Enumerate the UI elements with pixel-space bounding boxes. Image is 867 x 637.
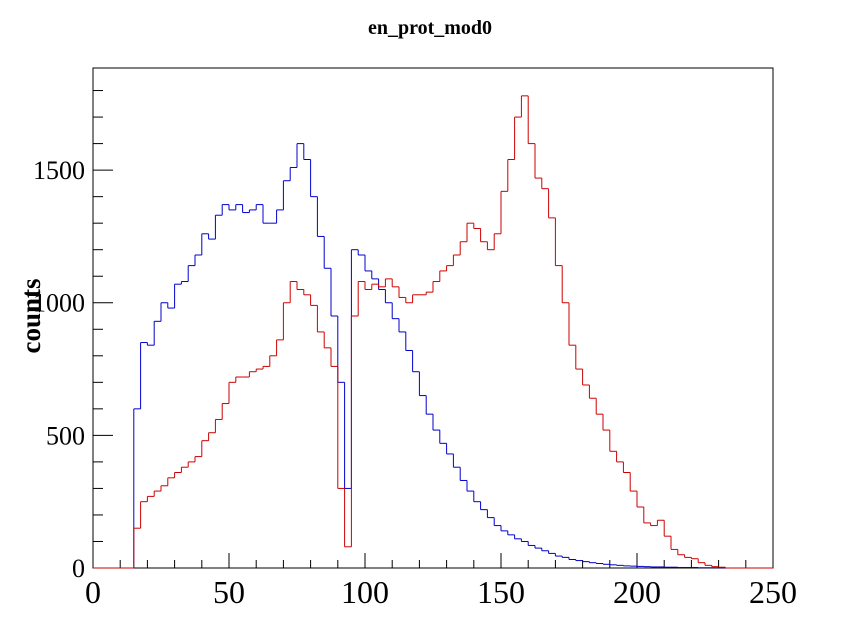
- y-tick-label: 0: [72, 554, 85, 583]
- x-tick-label: 250: [749, 574, 797, 610]
- y-tick-label: 1000: [33, 289, 85, 318]
- x-tick-label: 200: [613, 574, 661, 610]
- y-tick-label: 500: [46, 421, 85, 450]
- x-tick-label: 50: [213, 574, 245, 610]
- chart-title: en_prot_mod0: [368, 17, 492, 39]
- x-tick-label: 0: [85, 574, 101, 610]
- x-tick-label: 150: [477, 574, 525, 610]
- y-tick-label: 1500: [33, 156, 85, 185]
- y-axis-label: counts: [16, 278, 46, 353]
- plot-frame: [92, 67, 774, 569]
- x-tick-label: 100: [341, 574, 389, 610]
